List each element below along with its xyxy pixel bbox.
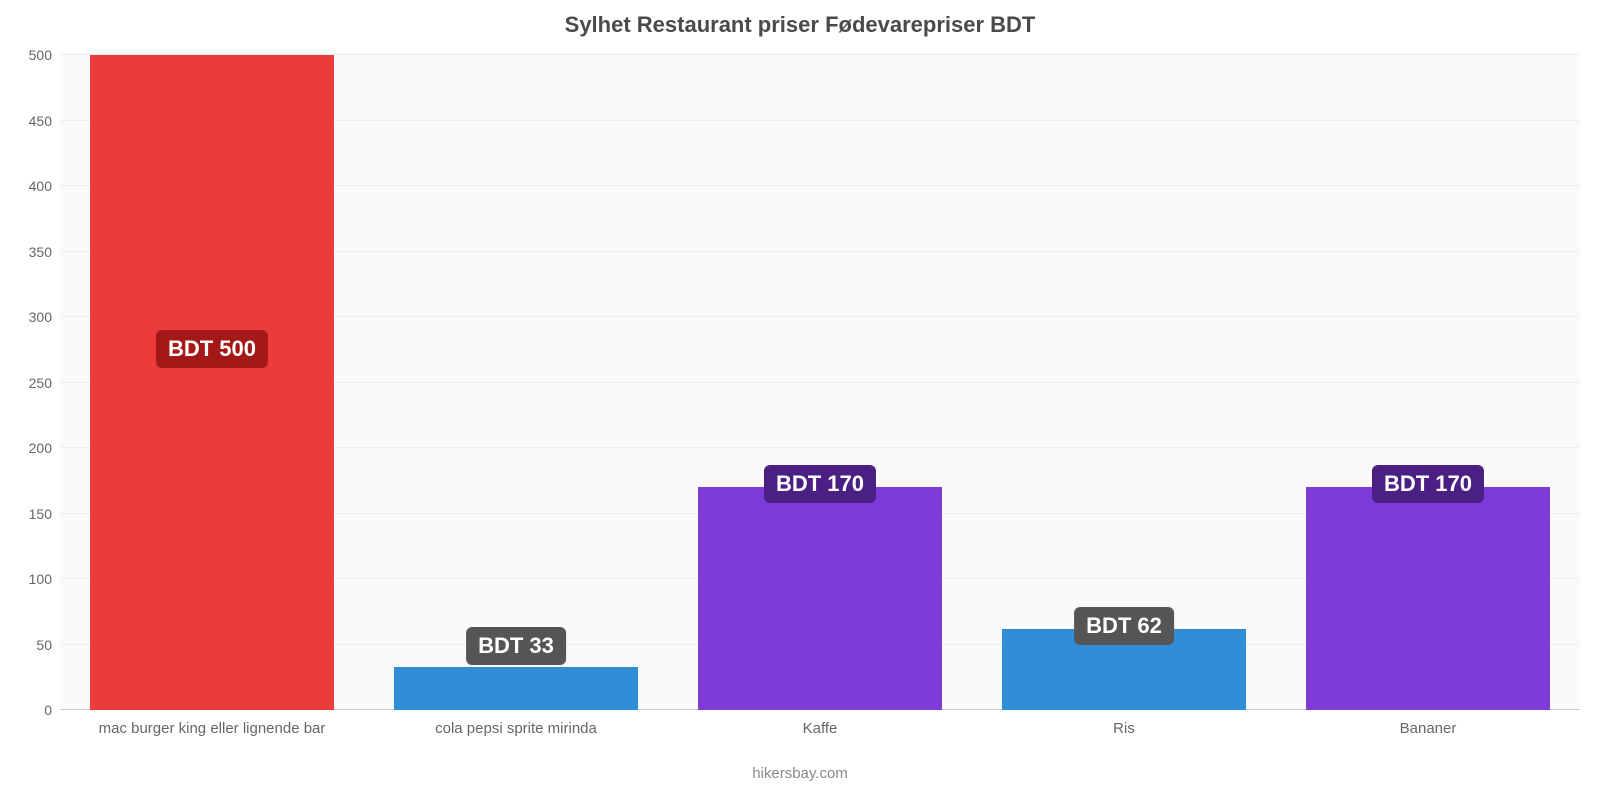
xtick-label: Kaffe	[803, 720, 838, 737]
bar: BDT 62	[1002, 629, 1245, 710]
xtick-label: Ris	[1113, 720, 1135, 737]
ytick-label: 400	[29, 178, 60, 194]
ytick-label: 250	[29, 375, 60, 391]
ytick-label: 350	[29, 244, 60, 260]
value-badge: BDT 62	[1074, 607, 1174, 645]
chart-footer: hikersbay.com	[0, 765, 1600, 782]
chart-title: Sylhet Restaurant priser Fødevarepriser …	[0, 12, 1600, 38]
plot-area: 050100150200250300350400450500BDT 500mac…	[60, 55, 1580, 710]
xtick-label: cola pepsi sprite mirinda	[435, 720, 597, 737]
value-badge: BDT 170	[1372, 465, 1484, 503]
xtick-label: Bananer	[1400, 720, 1457, 737]
plot-inner: 050100150200250300350400450500BDT 500mac…	[60, 55, 1580, 710]
bar: BDT 33	[394, 667, 637, 710]
bar: BDT 500	[90, 55, 333, 710]
ytick-label: 450	[29, 113, 60, 129]
value-badge: BDT 500	[156, 330, 268, 368]
ytick-label: 500	[29, 47, 60, 63]
bar: BDT 170	[698, 487, 941, 710]
ytick-label: 150	[29, 506, 60, 522]
xtick-label: mac burger king eller lignende bar	[99, 720, 326, 737]
ytick-label: 200	[29, 440, 60, 456]
ytick-label: 50	[36, 637, 60, 653]
value-badge: BDT 33	[466, 627, 566, 665]
ytick-label: 0	[44, 702, 60, 718]
bar: BDT 170	[1306, 487, 1549, 710]
ytick-label: 100	[29, 571, 60, 587]
chart-container: Sylhet Restaurant priser Fødevarepriser …	[0, 0, 1600, 800]
value-badge: BDT 170	[764, 465, 876, 503]
ytick-label: 300	[29, 309, 60, 325]
